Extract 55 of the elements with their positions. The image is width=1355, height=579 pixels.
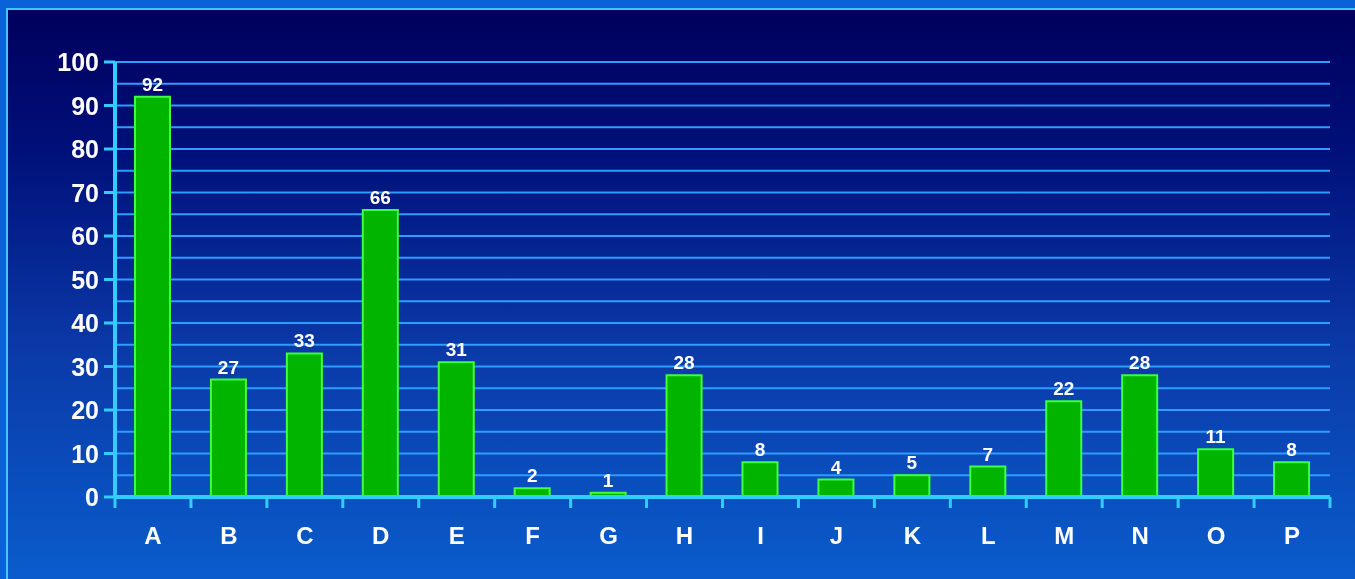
data-label: 22 [1053,378,1075,400]
bar [741,461,779,497]
x-tick-label: J [829,521,844,549]
data-label: 2 [526,465,538,487]
y-tick-label: 40 [71,309,99,337]
x-tick-label: N [1131,521,1149,549]
y-tick-label: 80 [71,135,99,163]
data-label: 31 [445,339,468,361]
bar [437,361,475,497]
bar [285,352,323,497]
bar [665,374,703,497]
y-tick-label: 90 [71,91,99,120]
y-tick-label: 20 [71,396,99,424]
x-tick-label: C [296,521,314,549]
x-tick-label: G [599,521,618,549]
y-tick-label: 0 [85,483,99,511]
data-label: 11 [1205,426,1227,448]
y-tick-label: 70 [71,178,99,207]
data-label: 28 [673,352,695,374]
x-tick-label: H [675,521,694,549]
bar [361,208,399,497]
x-tick-label: K [903,521,922,549]
bar [134,95,171,497]
bar [209,378,247,497]
y-tick-label: 30 [71,352,99,381]
data-label: 7 [982,443,994,465]
bar [1045,400,1083,497]
data-label: 66 [369,186,391,208]
data-label: 8 [754,439,766,461]
data-label: 5 [906,452,918,474]
y-tick-label: 100 [57,48,99,76]
bar [893,474,931,497]
bar [969,465,1007,497]
data-label: 28 [1129,352,1151,374]
data-label: 8 [1286,439,1297,461]
x-tick-label: E [448,521,465,549]
y-tick-label: 50 [71,265,99,294]
x-tick-label: P [1284,521,1301,549]
x-tick-label: O [1206,521,1226,549]
data-label: 27 [217,356,240,378]
y-tick-label: 10 [71,439,99,468]
bar [1273,461,1311,497]
x-tick-label: L [980,521,996,549]
data-label: 33 [293,330,315,352]
x-tick-label: B [220,521,238,549]
x-tick-label: M [1054,521,1075,549]
data-label: 4 [830,456,842,478]
x-tick-label: A [144,521,162,549]
x-tick-label: F [525,521,540,549]
x-tick-label: D [372,521,390,549]
x-tick-label: I [757,521,764,549]
y-tick-label: 60 [71,222,99,250]
bar [1197,448,1235,497]
data-label: 1 [602,469,614,491]
bar [1121,374,1159,497]
